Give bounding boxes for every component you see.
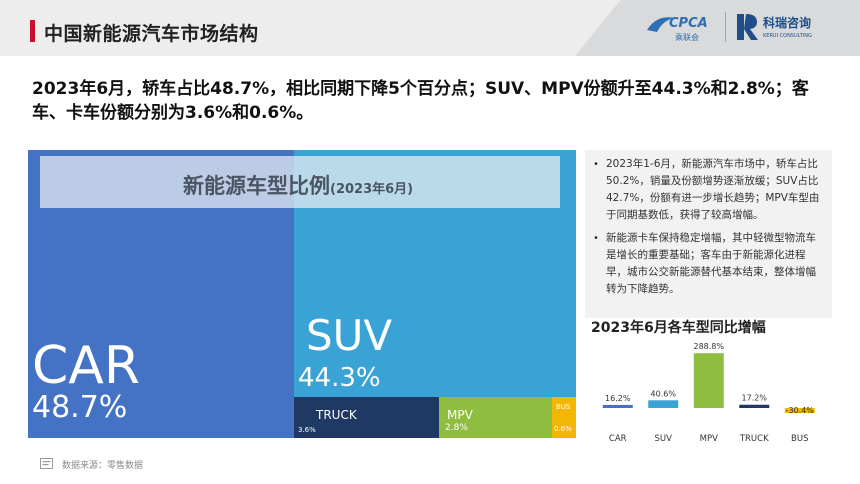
source-icon bbox=[40, 458, 53, 469]
note-text: 新能源卡车保持稳定增幅，其中轻微型物流车是增长的重要基础；客车由于新能源化进程早… bbox=[606, 232, 816, 295]
bar-mpv bbox=[693, 353, 724, 408]
x-tick-label: MPV bbox=[700, 434, 718, 444]
treemap-title-text: 新能源车型比例 bbox=[183, 174, 330, 198]
kerui-r-icon bbox=[737, 14, 758, 40]
bar-truck bbox=[739, 404, 770, 408]
note-item: • 新能源卡车保持稳定增幅，其中轻微型物流车是增长的重要基础；客车由于新能源化进… bbox=[593, 230, 822, 298]
suv-label: SUV bbox=[306, 311, 393, 360]
x-tick-label: SUV bbox=[655, 434, 673, 444]
bar-value-label: 288.8% bbox=[693, 342, 724, 351]
yoy-growth-bar-chart: 16.2% CAR 40.6% SUV 288.8% MPV 17.2% TRUCK -30.4… bbox=[602, 342, 815, 444]
cpca-swoosh-icon bbox=[647, 17, 675, 32]
cpca-logo: CPCA 乘联会 bbox=[647, 16, 708, 42]
data-source-note: 数据来源：零售数据 bbox=[62, 461, 144, 471]
bar-value-label: 17.2% bbox=[742, 394, 768, 403]
kerui-logo: 科瑞咨询 KERUI CONSULTING bbox=[737, 14, 812, 40]
note-item: • 2023年1-6月，新能源汽车市场中，轿车占比50.2%，销量及份额增势逐渐… bbox=[593, 156, 822, 224]
car-label: CAR bbox=[32, 336, 141, 396]
x-tick-label: BUS bbox=[791, 434, 808, 444]
bar-suv bbox=[648, 400, 679, 408]
bar-bus bbox=[784, 408, 815, 413]
mpv-share: 2.8% bbox=[445, 423, 468, 433]
bullet-icon: • bbox=[593, 233, 599, 244]
treemap-title-box: 新能源车型比例(2023年6月) bbox=[40, 156, 560, 208]
cpca-logo-sub: 乘联会 bbox=[675, 32, 699, 42]
vehicle-type-treemap: CAR 48.7% SUV 44.3% TRUCK 3.6% MPV 2.8% … bbox=[28, 150, 576, 438]
truck-share: 3.6% bbox=[298, 426, 316, 434]
treemap-cell-bus: BUS 0.6% bbox=[552, 397, 576, 438]
mpv-label: MPV bbox=[447, 408, 473, 422]
bar-car bbox=[602, 404, 633, 408]
page-title: 中国新能源汽车市场结构 bbox=[44, 23, 259, 45]
car-share: 48.7% bbox=[32, 390, 128, 425]
x-tick-label: TRUCK bbox=[739, 434, 769, 444]
bus-share: 0.6% bbox=[554, 425, 572, 433]
bar-value-label: -30.4% bbox=[786, 406, 815, 415]
cpca-logo-mark: CPCA bbox=[669, 16, 708, 31]
notes-panel: • 2023年1-6月，新能源汽车市场中，轿车占比50.2%，销量及份额增势逐渐… bbox=[585, 150, 832, 318]
bar-chart-title: 2023年6月各车型同比增幅 bbox=[591, 320, 766, 336]
truck-label: TRUCK bbox=[316, 408, 357, 422]
bar-value-label: 40.6% bbox=[651, 389, 677, 398]
bullet-icon: • bbox=[593, 159, 599, 170]
suv-share: 44.3% bbox=[298, 363, 381, 393]
header-bar: 中国新能源汽车市场结构 CPCA 乘联会 科瑞咨询 KERUI CONSULTI… bbox=[0, 0, 860, 56]
headline-text: 2023年6月，轿车占比48.7%，相比同期下降5个百分点；SUV、MPV份额升… bbox=[32, 79, 809, 123]
bus-label: BUS bbox=[556, 403, 571, 411]
x-tick-label: CAR bbox=[609, 434, 627, 444]
treemap-title: 新能源车型比例(2023年6月) bbox=[183, 170, 413, 200]
treemap-cell-mpv: MPV 2.8% bbox=[439, 397, 552, 438]
note-text: 2023年1-6月，新能源汽车市场中，轿车占比50.2%，销量及份额增势逐渐放缓… bbox=[606, 158, 820, 221]
kerui-logo-sub: KERUI CONSULTING bbox=[763, 33, 812, 39]
brand-area: CPCA 乘联会 科瑞咨询 KERUI CONSULTING bbox=[575, 0, 860, 56]
treemap-cell-truck: TRUCK 3.6% bbox=[294, 397, 439, 438]
logo-divider bbox=[725, 12, 726, 42]
bar-value-label: 16.2% bbox=[605, 394, 631, 403]
title-accent-bar bbox=[30, 20, 35, 42]
kerui-logo-name: 科瑞咨询 bbox=[763, 15, 811, 30]
treemap-subtitle: (2023年6月) bbox=[330, 182, 414, 197]
